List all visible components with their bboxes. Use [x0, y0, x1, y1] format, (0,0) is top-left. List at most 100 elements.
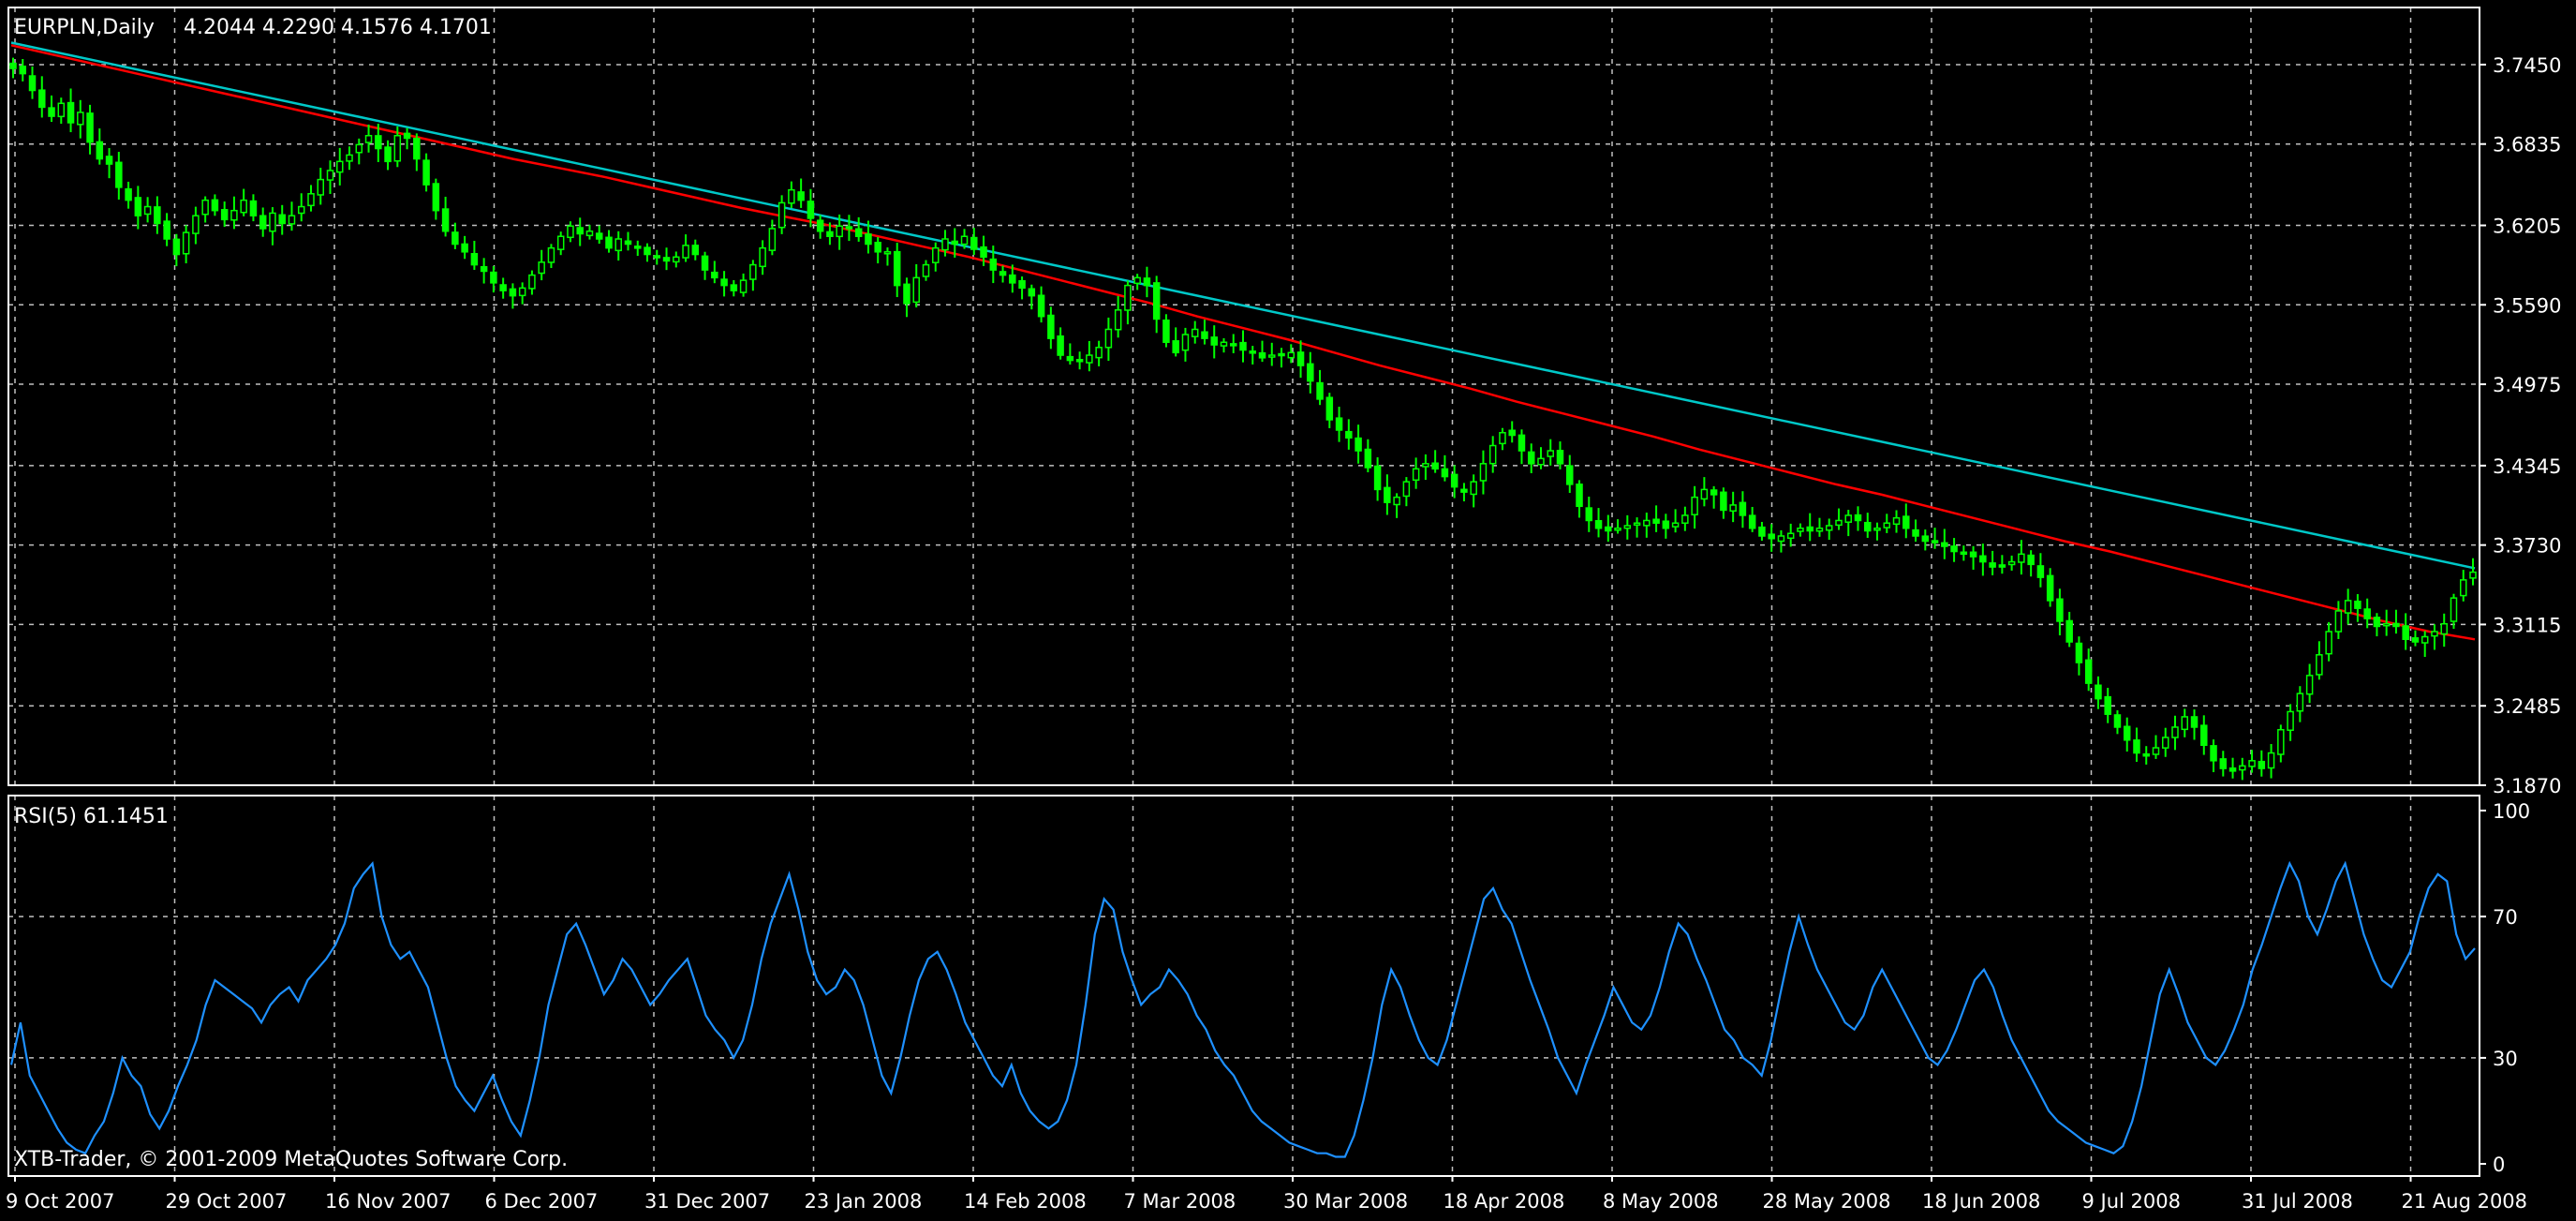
candle-body — [1662, 520, 1670, 529]
candle-body — [490, 271, 497, 284]
candle-body — [749, 263, 757, 280]
candle-body — [2171, 726, 2179, 738]
candle-body — [28, 75, 37, 92]
candle-body — [182, 231, 190, 255]
candle-body — [845, 226, 853, 230]
candle-body — [1335, 417, 1343, 431]
candle-body — [980, 246, 987, 259]
candle-body — [1633, 522, 1641, 526]
candle-body — [999, 271, 1007, 276]
candlestick-layer — [9, 57, 2477, 781]
candle-body — [1066, 355, 1074, 362]
rsi-panel[interactable]: 100 70 30 0 RSI(5) 61.1451 XTB-Trader, © 20… — [7, 795, 2530, 1177]
candle-body — [2162, 737, 2169, 749]
candle-body — [105, 156, 113, 165]
candle-body — [662, 257, 671, 262]
candle-body — [2228, 767, 2237, 772]
candle-body — [499, 284, 507, 291]
candle-body — [2190, 716, 2198, 728]
candle-body — [1287, 351, 1295, 359]
candle-body — [57, 102, 66, 118]
candle-body — [2104, 695, 2111, 715]
candle-body — [2133, 739, 2140, 754]
candle-body — [9, 62, 17, 69]
candle-body — [1594, 519, 1603, 529]
candle-body — [2382, 622, 2391, 627]
candle-body — [288, 215, 296, 225]
candle-body — [1931, 540, 1939, 543]
candle-body — [1912, 529, 1919, 537]
candle-body — [1873, 527, 1881, 531]
candle-body — [1989, 562, 1996, 568]
candle-body — [2181, 716, 2189, 731]
rsi-line-layer — [9, 860, 2476, 1158]
candle-body — [1373, 465, 1382, 491]
candle-body — [1384, 486, 1391, 503]
candle-body — [1576, 484, 1583, 508]
candle-body — [1825, 525, 1833, 531]
candle-body — [1393, 496, 1400, 506]
candle-body — [1047, 314, 1055, 339]
price-axis-tick-label: 3.7450 — [2493, 54, 2561, 77]
candle-body — [2287, 710, 2294, 731]
candle-body — [2267, 752, 2275, 769]
candle-body — [172, 238, 181, 256]
candle-body — [1517, 434, 1526, 452]
candle-body — [125, 187, 132, 201]
candle-body — [1412, 468, 1420, 482]
candle-body — [960, 235, 969, 246]
candle-body — [2239, 765, 2246, 771]
candle-body — [614, 238, 622, 252]
candle-body — [1364, 448, 1372, 469]
candle-body — [2450, 597, 2458, 622]
price-axis-tick-label: 3.4975 — [2493, 374, 2561, 396]
candle-body — [1652, 518, 1660, 524]
candle-body — [2373, 617, 2381, 628]
candle-body — [1950, 545, 1958, 553]
candle-body — [1960, 551, 1968, 556]
candle-body — [595, 232, 603, 240]
candle-body — [538, 261, 545, 275]
candle-body — [2200, 724, 2208, 747]
candle-body — [1028, 288, 1036, 297]
candle-body — [1806, 526, 1814, 532]
candle-body — [154, 206, 161, 225]
candle-body — [86, 112, 94, 143]
candle-body — [1643, 519, 1651, 527]
candle-body — [556, 235, 565, 250]
candle-body — [2007, 560, 2016, 566]
candle-body — [1345, 430, 1353, 439]
candle-body — [143, 205, 152, 216]
moving-average-line — [10, 44, 2476, 641]
candle-body — [1547, 450, 1554, 457]
candle-body — [1883, 522, 1891, 529]
candle-body — [720, 278, 728, 287]
candle-body — [970, 236, 978, 250]
candle-body — [1075, 359, 1084, 363]
candle-body — [1037, 294, 1045, 318]
candle-body — [797, 191, 805, 201]
price-panel[interactable]: 3.7450 3.6835 3.6205 3.5590 3.4975 3.4345 3.37… — [7, 7, 2561, 797]
candle-body — [673, 256, 680, 263]
rsi-axis-labels: 100 70 30 0 — [2480, 800, 2530, 1176]
candle-body — [2095, 684, 2102, 700]
candle-body — [2411, 637, 2420, 643]
time-axis-tick-label: 28 May 2008 — [1763, 1190, 1891, 1213]
candle-body — [2402, 625, 2409, 641]
moving-average-layer — [10, 44, 2476, 641]
candle-body — [1729, 504, 1737, 513]
candle-body — [1460, 488, 1468, 493]
candle-body — [816, 219, 824, 232]
candle-body — [2459, 579, 2467, 597]
trendline[interactable] — [10, 41, 2476, 570]
candle-body — [1095, 347, 1103, 359]
candle-body — [1431, 462, 1439, 470]
time-axis-tick-label: 14 Feb 2008 — [964, 1190, 1087, 1213]
candle-body — [38, 89, 46, 109]
candle-body — [605, 236, 613, 249]
candle-body — [2305, 675, 2314, 695]
candle-body — [2046, 574, 2054, 602]
candle-body — [768, 228, 777, 251]
time-axis-tick-label: 21 Aug 2008 — [2402, 1190, 2528, 1213]
